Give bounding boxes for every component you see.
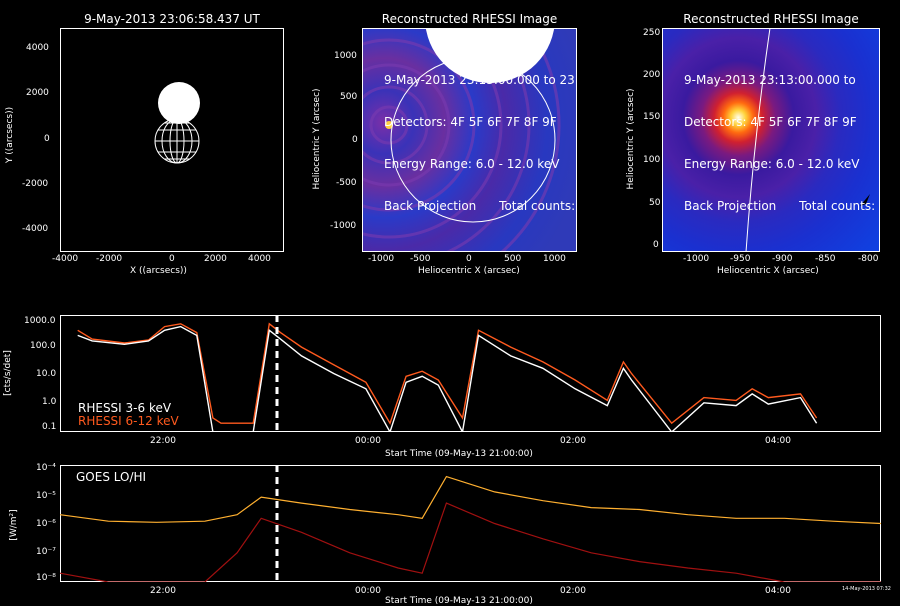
p3-xtick-3: -900 xyxy=(772,254,793,264)
p3-info-3: Energy Range: 6.0 - 12.0 keV xyxy=(684,157,860,171)
series-rhessi-3-6 xyxy=(77,325,818,432)
p4-legend-3-6: RHESSI 3-6 keV xyxy=(78,401,172,415)
p4-ytick-4: 1.0 xyxy=(42,397,57,407)
p4-xlabel: Start Time (09-May-13 21:00:00) xyxy=(385,449,533,459)
p5-ytick-3: 10⁻⁶ xyxy=(36,519,56,529)
p4-ytick-1: 1000.0 xyxy=(24,316,56,326)
p3-info-2: Detectors: 4F 5F 6F 7F 8F 9F xyxy=(684,115,857,129)
p3-ytick-5: 50 xyxy=(649,198,661,208)
p3-xtick-1: -1000 xyxy=(683,254,710,264)
p5-ytick-1: 10⁻⁴ xyxy=(36,463,56,473)
p4-ytick-2: 100.0 xyxy=(30,341,56,351)
panel3-image xyxy=(662,28,880,252)
p3-ytick-1: 250 xyxy=(643,28,661,38)
p5-xtick-1: 22:00 xyxy=(150,586,176,596)
panel1-frame xyxy=(60,28,284,252)
p3-xtick-5: -800 xyxy=(858,254,879,264)
p3-info-1: 9-May-2013 23:13:00.000 to xyxy=(684,73,856,87)
panel2-image xyxy=(362,28,577,252)
p2-ytick-2: 500 xyxy=(340,92,358,102)
p1-ylabel: Y ((arcsecs)) xyxy=(5,106,15,164)
p4-xtick-4: 04:00 xyxy=(765,436,791,446)
series-goes-lo xyxy=(60,475,881,525)
p4-ytick-3: 10.0 xyxy=(36,369,57,379)
p3-xlabel: Heliocentric X (arcsec) xyxy=(717,266,819,276)
p4-xtick-2: 00:00 xyxy=(355,436,381,446)
p2-info-3: Energy Range: 6.0 - 12.0 keV xyxy=(384,157,560,171)
p3-info: 9-May-2013 23:13:00.000 to Detectors: 4F… xyxy=(684,45,875,227)
p1-ytick-5: -4000 xyxy=(22,224,49,234)
p2-xtick-1: -1000 xyxy=(368,254,395,264)
p2-ripples xyxy=(362,28,561,252)
p1-xtick-2: -2000 xyxy=(96,254,123,264)
p3-small-feature xyxy=(860,194,870,206)
series-goes-hi xyxy=(60,502,881,582)
p4-ytick-5: 0.1 xyxy=(42,422,57,432)
p4-legend: RHESSI 3-6 keV RHESSI 6-12 keV xyxy=(78,402,179,428)
p5-ytick-2: 10⁻⁵ xyxy=(36,491,56,501)
p5-stamp: 14-May-2013 07:32 xyxy=(842,586,891,592)
panel3-title: Reconstructed RHESSI Image xyxy=(683,12,859,26)
p2-source xyxy=(385,121,393,129)
p3-ytick-6: 0 xyxy=(653,240,659,250)
p2-xlabel: Heliocentric X (arcsec) xyxy=(418,266,520,276)
p2-ylabel: Heliocentric Y (arcsec) xyxy=(312,88,322,190)
panel1-sun-plot xyxy=(154,82,200,164)
p2-xtick-5: 1000 xyxy=(543,254,566,264)
p3-ytick-2: 200 xyxy=(643,70,661,80)
p4-xtick-1: 22:00 xyxy=(150,436,176,446)
p5-ytick-5: 10⁻⁸ xyxy=(36,573,56,583)
p4-ylabel: [cts/s/det] xyxy=(3,350,13,396)
p1-xtick-3: 0 xyxy=(169,254,175,264)
p5-xtick-3: 02:00 xyxy=(560,586,586,596)
p4-legend-6-12: RHESSI 6-12 keV xyxy=(78,414,179,428)
p2-info-2: Detectors: 4F 5F 6F 7F 8F 9F xyxy=(384,115,557,129)
p3-xtick-4: -850 xyxy=(815,254,836,264)
p3-solar-limb xyxy=(745,28,771,252)
p1-ytick-3: 0 xyxy=(44,134,50,144)
p1-ytick-2: 2000 xyxy=(26,88,49,98)
p1-ytick-4: -2000 xyxy=(22,179,49,189)
p5-xtick-2: 00:00 xyxy=(355,586,381,596)
p2-xtick-3: 0 xyxy=(466,254,472,264)
p3-xtick-2: -950 xyxy=(730,254,751,264)
sun-disk-overlay xyxy=(158,82,200,124)
p3-ytick-3: 150 xyxy=(643,112,661,122)
series-rhessi-6-12 xyxy=(77,322,818,425)
panel2-title: Reconstructed RHESSI Image xyxy=(381,12,558,26)
p1-xtick-5: 4000 xyxy=(248,254,271,264)
p1-xlabel: X ((arcsecs)) xyxy=(130,266,187,276)
panel4-frame xyxy=(60,315,881,432)
p1-xtick-4: 2000 xyxy=(204,254,227,264)
p2-ytick-1: 1000 xyxy=(334,51,357,61)
p5-xlabel: Start Time (09-May-13 21:00:00) xyxy=(385,596,533,606)
sun-grid xyxy=(154,118,200,164)
p2-ytick-5: -1000 xyxy=(330,221,357,231)
p3-ylabel: Heliocentric Y (arcsec) xyxy=(626,88,636,190)
p3-info-4: Back Projection Total counts: xyxy=(684,199,876,213)
panel4-lightcurve xyxy=(77,315,818,432)
panel1-title: 9-May-2013 23:06:58.437 UT xyxy=(84,12,260,26)
p1-xtick-1: -4000 xyxy=(52,254,79,264)
panel5-goes xyxy=(60,465,881,582)
panel2-frame xyxy=(362,28,577,252)
p2-xtick-2: -500 xyxy=(410,254,431,264)
p2-ytick-4: -500 xyxy=(336,178,357,188)
p3-ytick-4: 100 xyxy=(643,155,661,165)
p2-xtick-4: 500 xyxy=(504,254,522,264)
p5-ylabel: [W/m²] xyxy=(9,509,19,541)
p2-overlay-disk xyxy=(425,28,555,83)
p1-ytick-1: 4000 xyxy=(26,43,49,53)
p5-ytick-4: 10⁻⁷ xyxy=(36,547,56,557)
p2-ytick-3: 0 xyxy=(352,135,358,145)
p4-xtick-3: 02:00 xyxy=(560,436,586,446)
p5-xtick-4: 04:00 xyxy=(765,586,791,596)
p5-legend: GOES LO/HI xyxy=(76,470,147,484)
panel3-frame xyxy=(662,28,880,252)
